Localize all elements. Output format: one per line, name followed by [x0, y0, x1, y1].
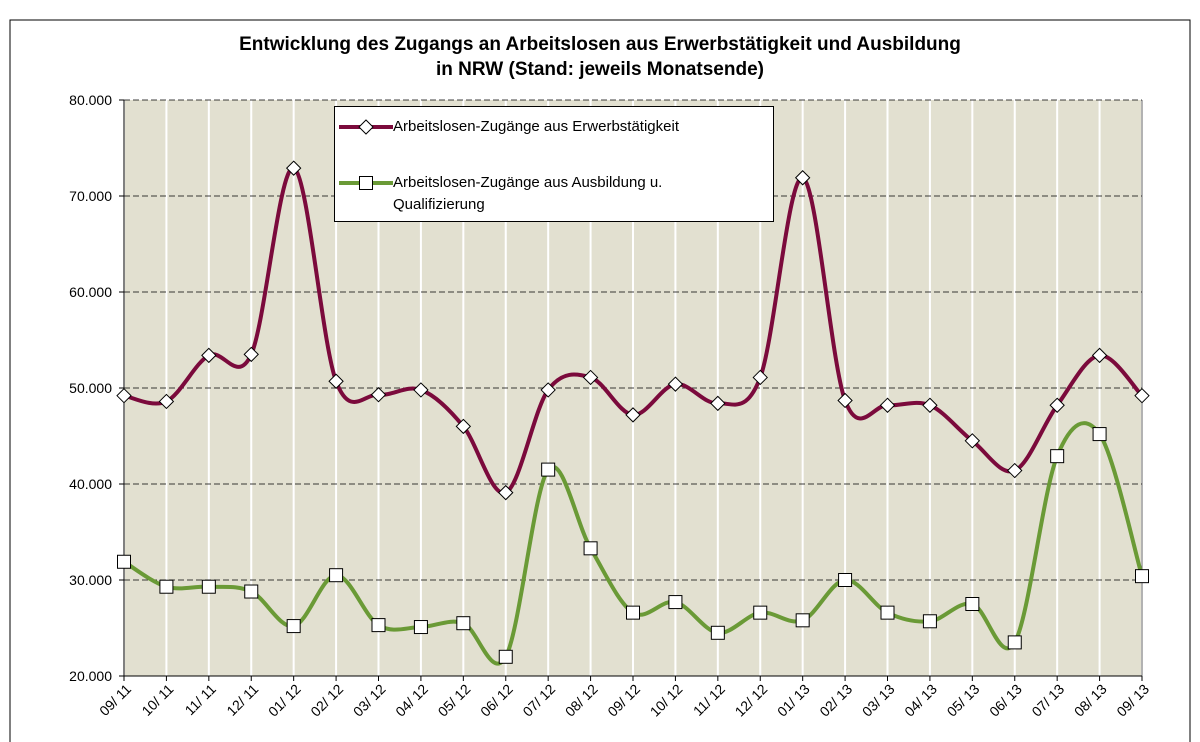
marker [668, 595, 683, 610]
marker [243, 346, 259, 363]
marker [371, 618, 386, 633]
marker [286, 619, 301, 634]
marker [922, 614, 937, 629]
marker [710, 395, 726, 412]
marker [752, 369, 768, 386]
marker [285, 160, 302, 176]
marker [965, 597, 980, 611]
marker [626, 605, 640, 620]
marker [837, 392, 853, 409]
marker [158, 393, 175, 410]
marker [159, 579, 174, 594]
marker [116, 387, 132, 404]
marker [582, 369, 599, 386]
marker [964, 433, 981, 449]
marker [625, 407, 641, 423]
marker [838, 573, 853, 587]
marker [201, 579, 216, 594]
marker [329, 568, 344, 583]
marker [413, 620, 428, 635]
marker [370, 387, 387, 403]
marker [413, 382, 429, 398]
marker [1091, 347, 1108, 364]
marker [328, 373, 344, 389]
marker [922, 397, 938, 413]
y-tick-label: 80.000 [69, 92, 112, 108]
chart-title: Entwicklung des Zugangs an Arbeitslosen … [239, 34, 961, 80]
marker [498, 484, 514, 501]
marker [710, 625, 725, 640]
marker [455, 418, 472, 435]
y-tick-label: 50.000 [69, 380, 112, 396]
marker [1007, 635, 1022, 650]
marker [541, 462, 556, 477]
legend-sample [339, 119, 393, 135]
legend-label: Arbeitslosen-Zugänge aus Ausbildung u. Q… [393, 174, 663, 213]
marker [1007, 462, 1023, 479]
marker [795, 613, 810, 628]
marker [244, 584, 259, 599]
y-tick-label: 70.000 [69, 188, 112, 204]
marker [358, 119, 374, 135]
marker [880, 605, 895, 620]
marker [456, 616, 471, 631]
marker [753, 605, 768, 620]
y-tick-label: 30.000 [69, 572, 112, 588]
marker [794, 170, 811, 186]
legend: Arbeitslosen-Zugänge aus Erwerbstätigkei… [334, 106, 774, 222]
marker [1049, 397, 1065, 413]
marker [583, 541, 598, 556]
marker [117, 554, 131, 569]
marker [1135, 569, 1149, 584]
y-tick-label: 60.000 [69, 284, 112, 300]
marker [667, 376, 684, 392]
marker [1050, 449, 1065, 464]
marker [498, 649, 513, 664]
marker [1134, 387, 1150, 404]
marker [359, 176, 373, 190]
y-tick-label: 20.000 [69, 668, 112, 684]
marker [201, 347, 217, 364]
marker [1092, 427, 1107, 442]
legend-sample [339, 176, 393, 190]
marker [540, 382, 556, 398]
marker [879, 397, 896, 413]
legend-label: Arbeitslosen-Zugänge aus Erwerbstätigkei… [393, 118, 679, 135]
y-tick-label: 40.000 [69, 476, 112, 492]
